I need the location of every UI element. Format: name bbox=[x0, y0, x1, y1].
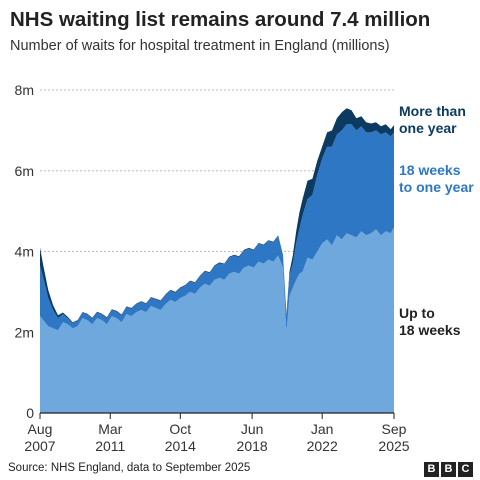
bbc-logo: B B C bbox=[424, 462, 473, 477]
x-tick-label: 2018 bbox=[237, 438, 268, 454]
y-tick-label: 6m bbox=[15, 163, 34, 179]
source-note: Source: NHS England, data to September 2… bbox=[8, 462, 251, 474]
bbc-logo-letter: B bbox=[424, 462, 439, 477]
x-tick-label: Sep bbox=[382, 421, 407, 437]
y-tick-label: 8m bbox=[15, 82, 34, 98]
series-label: 18 weeks bbox=[399, 162, 461, 178]
series-label: Up to bbox=[399, 305, 435, 321]
x-tick-label: 2022 bbox=[307, 438, 338, 454]
series-label: to one year bbox=[399, 179, 474, 195]
x-tick-label: Jun bbox=[241, 421, 264, 437]
series-label: 18 weeks bbox=[399, 322, 461, 338]
y-tick-label: 4m bbox=[15, 244, 34, 260]
area-series-1 bbox=[40, 124, 394, 333]
x-tick-label: Jan bbox=[311, 421, 334, 437]
x-tick-label: 2025 bbox=[378, 438, 409, 454]
series-label: one year bbox=[399, 120, 457, 136]
bbc-logo-letter: B bbox=[441, 462, 456, 477]
x-tick-label: 2011 bbox=[95, 438, 125, 454]
x-tick-label: Oct bbox=[169, 421, 191, 437]
x-tick-label: 2007 bbox=[24, 438, 55, 454]
bbc-logo-letter: C bbox=[458, 462, 473, 477]
x-tick-label: Mar bbox=[98, 421, 122, 437]
chart-title: NHS waiting list remains around 7.4 mill… bbox=[10, 8, 431, 31]
area-series-0 bbox=[40, 227, 394, 413]
y-tick-label: 2m bbox=[15, 324, 34, 340]
y-tick-label: 0 bbox=[26, 405, 34, 421]
chart-subtitle: Number of waits for hospital treatment i… bbox=[10, 38, 390, 54]
series-label: More than bbox=[399, 103, 466, 119]
x-tick-label: 2014 bbox=[165, 438, 196, 454]
x-tick-label: Aug bbox=[28, 421, 53, 437]
